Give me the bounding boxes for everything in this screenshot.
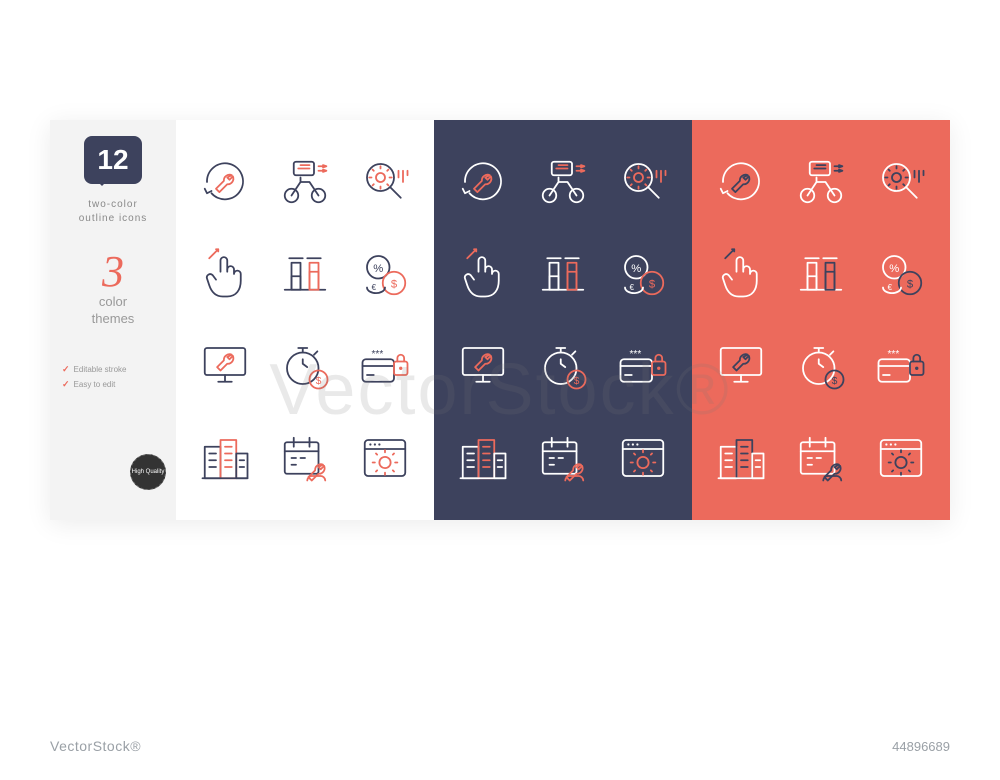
feature-checks: Editable stroke Easy to edit [62, 364, 126, 394]
quality-badge-icon: High Quality [130, 454, 166, 490]
recovery-wrench-icon [456, 155, 510, 209]
card-lock-icon [616, 339, 670, 393]
footer-imageid: 44896689 [892, 739, 950, 754]
recovery-wrench-icon [714, 155, 768, 209]
buildings-icon [198, 431, 252, 485]
food-delivery-bike-icon [536, 155, 590, 209]
buildings-icon [714, 431, 768, 485]
currency-discount-coins-icon [358, 247, 412, 301]
card-lock-icon [874, 339, 928, 393]
calendar-wrench-icon [278, 431, 332, 485]
food-delivery-bike-icon [794, 155, 848, 209]
monitor-repair-icon [714, 339, 768, 393]
icon-count: 12 [97, 144, 128, 176]
footer: VectorStock® 44896689 [50, 738, 950, 754]
browser-settings-icon [874, 431, 928, 485]
touch-swipe-hand-icon [714, 247, 768, 301]
currency-discount-coins-icon [874, 247, 928, 301]
chemistry-tubes-icon [794, 247, 848, 301]
theme-dark-grid [434, 120, 692, 520]
touch-swipe-hand-icon [456, 247, 510, 301]
chemistry-tubes-icon [536, 247, 590, 301]
theme-red-grid [692, 120, 950, 520]
browser-settings-icon [616, 431, 670, 485]
search-gear-icon [358, 155, 412, 209]
search-gear-icon [616, 155, 670, 209]
browser-settings-icon [358, 431, 412, 485]
theme-light-grid [176, 120, 434, 520]
stopwatch-dollar-icon [794, 339, 848, 393]
count-bubble: 12 [84, 136, 142, 184]
theme-label: color themes [92, 294, 135, 328]
buildings-icon [456, 431, 510, 485]
card-lock-icon [358, 339, 412, 393]
food-delivery-bike-icon [278, 155, 332, 209]
stopwatch-dollar-icon [536, 339, 590, 393]
touch-swipe-hand-icon [198, 247, 252, 301]
search-gear-icon [874, 155, 928, 209]
theme-count: 3 [102, 250, 124, 294]
icon-pack-showcase: 12 two-color outline icons 3 color theme… [50, 120, 950, 520]
check-editable: Editable stroke [62, 364, 126, 375]
stopwatch-dollar-icon [278, 339, 332, 393]
calendar-wrench-icon [794, 431, 848, 485]
recovery-wrench-icon [198, 155, 252, 209]
info-panel: 12 two-color outline icons 3 color theme… [50, 120, 176, 520]
footer-brand: VectorStock® [50, 738, 141, 754]
monitor-repair-icon [456, 339, 510, 393]
calendar-wrench-icon [536, 431, 590, 485]
check-easy: Easy to edit [62, 379, 126, 390]
chemistry-tubes-icon [278, 247, 332, 301]
monitor-repair-icon [198, 339, 252, 393]
currency-discount-coins-icon [616, 247, 670, 301]
tagline: two-color outline icons [79, 198, 148, 226]
